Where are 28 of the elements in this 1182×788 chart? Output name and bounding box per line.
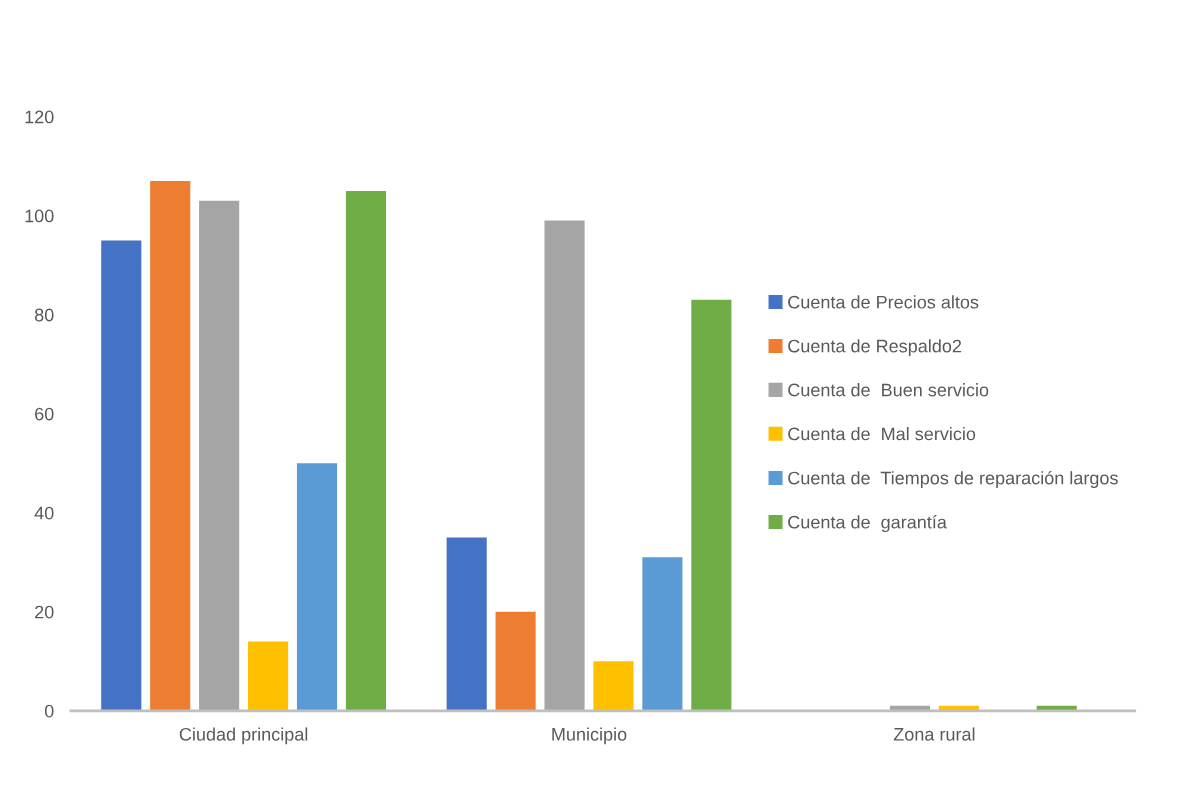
legend-label: Cuenta de Buen servicio	[788, 383, 989, 397]
bar	[691, 299, 732, 711]
y-tick-label: 40	[34, 506, 54, 520]
y-tick-label: 100	[25, 209, 54, 223]
bar	[150, 180, 191, 711]
bar	[345, 190, 386, 711]
y-tick-label: 0	[44, 704, 54, 718]
legend-label: Cuenta de garantía	[788, 515, 947, 533]
y-tick-label: 120	[25, 110, 54, 124]
bar	[248, 641, 289, 711]
y-tick-label: 60	[35, 407, 54, 421]
legend-label: Cuenta de Precios altos	[788, 295, 979, 309]
x-tick-label: Ciudad principal	[179, 727, 308, 745]
x-tick-label: Zona rural	[893, 727, 975, 741]
bar	[544, 220, 585, 711]
bar	[199, 200, 240, 711]
y-tick-label: 20	[35, 605, 54, 619]
legend-label: Cuenta de Tiempos de reparación largos	[788, 470, 1118, 488]
bar	[446, 537, 487, 711]
legend-label: Cuenta de Respaldo2	[788, 339, 962, 357]
x-tick-label: Municipio	[552, 727, 627, 745]
bar	[296, 463, 338, 711]
bar	[495, 611, 536, 711]
bar	[101, 240, 142, 711]
legend-label: Cuenta de Mal servicio	[788, 427, 976, 441]
bar	[593, 661, 634, 711]
y-tick-label: 80	[34, 308, 54, 322]
bar	[642, 557, 683, 711]
